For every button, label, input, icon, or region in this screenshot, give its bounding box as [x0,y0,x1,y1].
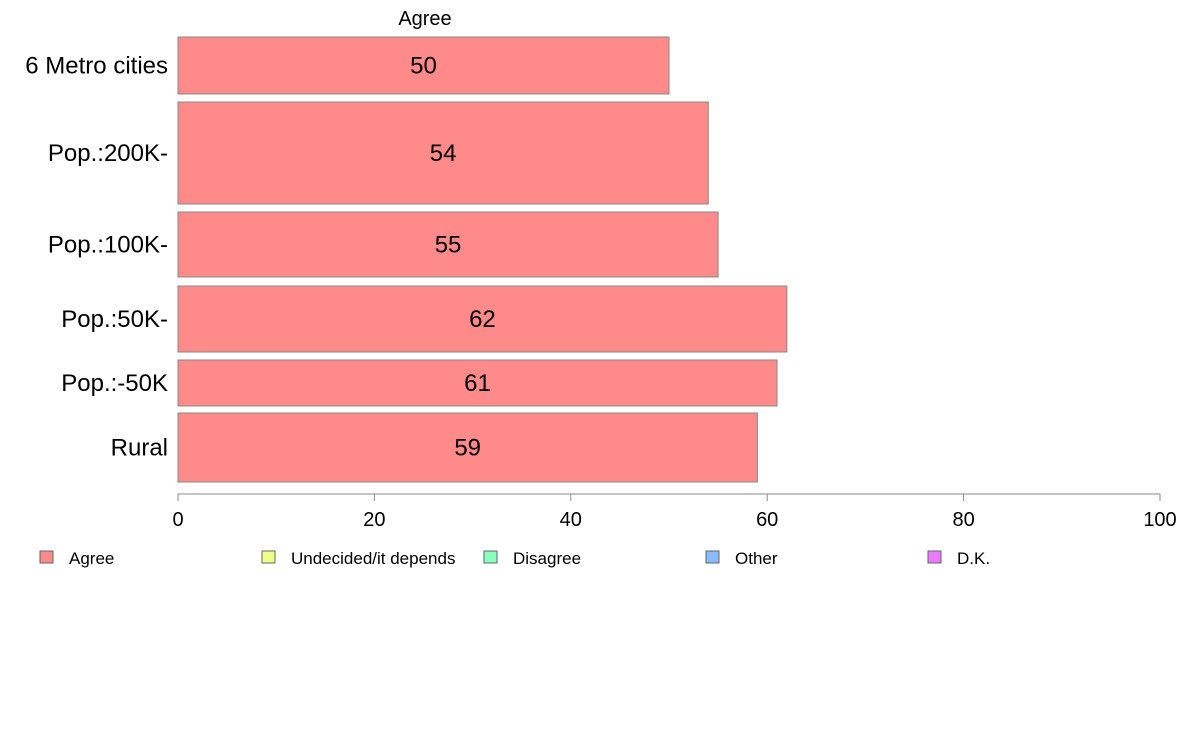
category-label-2: Pop.:100K- [48,232,168,259]
category-label-1: Pop.:200K- [48,140,168,167]
category-label-5: Rural [111,435,168,462]
value-label-4: 61 [464,370,491,397]
bar-2 [177,211,719,278]
category-label-3: Pop.:50K- [61,306,168,333]
category-label-4: Pop.:-50K [61,370,168,397]
legend: Agree Undecided/it depends Disagree Other D.… [39,549,990,568]
legend-swatch-0 [39,550,54,564]
legend-swatch-4 [927,550,942,564]
x-tick-label-1: 20 [363,509,385,531]
legend-label-3: Other [735,549,778,568]
x-tick-label-2: 40 [560,509,582,531]
legend-swatch-3 [705,550,720,564]
value-label-1: 54 [430,140,457,167]
value-label-5: 59 [454,435,481,462]
legend-swatch-1 [261,550,276,564]
value-label-0: 50 [410,53,437,80]
x-tick-label-4: 80 [952,509,974,531]
legend-swatch-2 [483,550,498,564]
bar-1 [177,101,709,205]
x-tick-label-5: 100 [1143,509,1176,531]
bar-4 [177,359,778,407]
x-tick-label-0: 0 [172,509,183,531]
legend-label-1: Undecided/it depends [291,549,455,568]
bar-5 [177,412,758,483]
x-tick-label-3: 60 [756,509,778,531]
bars-group: 50 54 55 62 61 59 [177,36,788,483]
legend-label-4: D.K. [957,549,990,568]
legend-label-2: Disagree [513,549,581,568]
category-label-0: 6 Metro cities [25,53,168,80]
category-labels: 6 Metro cities Pop.:200K- Pop.:100K- Pop.:5… [25,53,168,462]
value-label-2: 55 [435,232,462,259]
bar-3 [177,285,788,353]
value-label-3: 62 [469,306,496,333]
panel-title: Agree [398,8,451,30]
x-axis: 0 20 40 60 80 100 [172,493,1177,531]
legend-label-0: Agree [69,549,114,568]
bar-0 [177,36,670,95]
